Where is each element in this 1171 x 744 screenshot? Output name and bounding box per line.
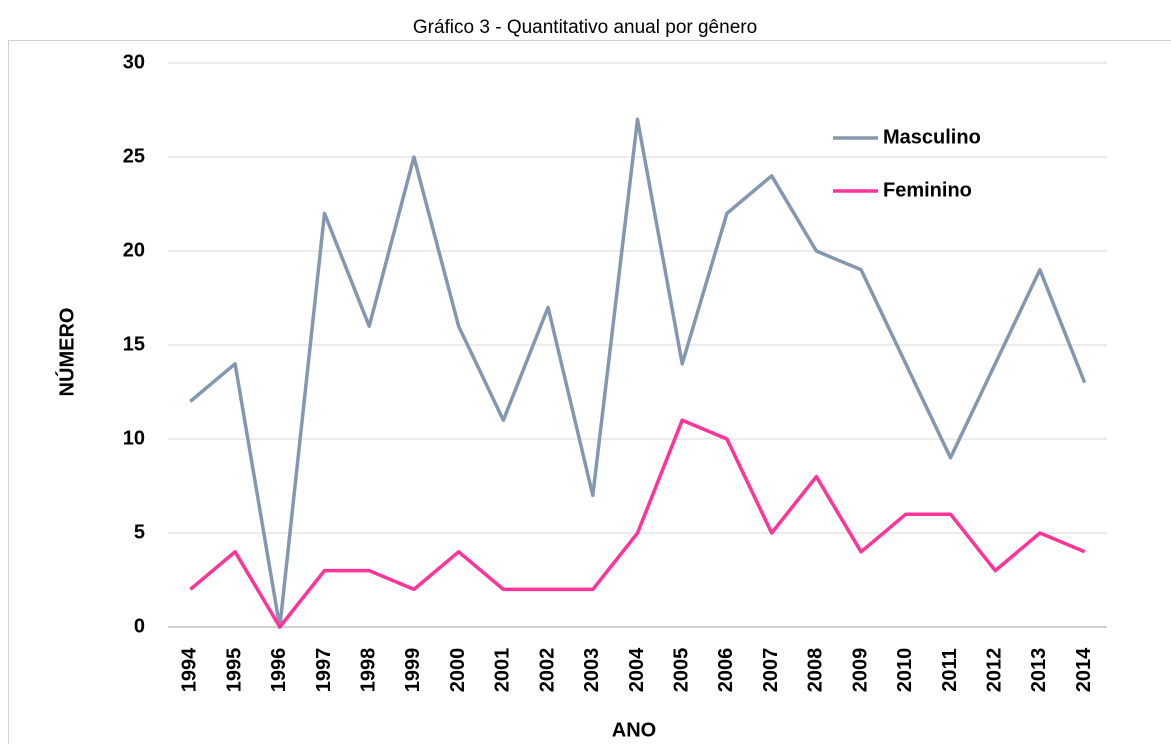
x-tick-label: 2000 bbox=[447, 648, 469, 693]
x-tick-label: 1995 bbox=[223, 648, 245, 693]
x-tick-label: 1997 bbox=[313, 648, 335, 693]
y-axis-label: NÚMERO bbox=[54, 308, 78, 397]
y-tick-label: 10 bbox=[123, 427, 145, 449]
x-tick-label: 1999 bbox=[402, 648, 424, 693]
series-line bbox=[189, 117, 1087, 629]
x-tick-label: 1996 bbox=[268, 648, 290, 693]
x-tick-label: 2007 bbox=[760, 648, 782, 693]
x-tick-label: 2008 bbox=[805, 648, 827, 693]
x-tick-label: 2001 bbox=[492, 648, 514, 693]
chart-frame bbox=[8, 40, 1171, 744]
x-axis-label: ANO bbox=[612, 719, 656, 741]
x-tick-label: 2003 bbox=[581, 648, 603, 693]
x-tick-label: 1998 bbox=[357, 648, 379, 693]
legend-label: Masculino bbox=[883, 126, 981, 148]
x-tick-label: 2010 bbox=[894, 648, 916, 693]
x-tick-label: 2002 bbox=[536, 648, 558, 693]
y-tick-label: 0 bbox=[134, 615, 145, 637]
x-tick-label: 2009 bbox=[849, 648, 871, 693]
series-line bbox=[189, 418, 1086, 629]
y-tick-label: 30 bbox=[123, 51, 145, 73]
x-tick-label: 1994 bbox=[179, 647, 201, 692]
chart-title: Gráfico 3 - Quantitativo anual por gêner… bbox=[413, 17, 757, 38]
x-tick-label: 2005 bbox=[670, 648, 692, 693]
x-tick-label: 2006 bbox=[715, 648, 737, 693]
x-tick-label: 2012 bbox=[983, 648, 1005, 693]
x-tick-label: 2004 bbox=[626, 647, 648, 692]
x-tick-label: 2011 bbox=[939, 648, 961, 691]
y-tick-label: 15 bbox=[123, 333, 145, 355]
y-tick-label: 25 bbox=[123, 145, 145, 167]
y-tick-label: 5 bbox=[134, 521, 145, 543]
x-tick-label: 2013 bbox=[1028, 648, 1050, 693]
y-tick-label: 20 bbox=[123, 239, 145, 261]
legend-label: Feminino bbox=[883, 179, 972, 201]
x-tick-label: 2014 bbox=[1073, 647, 1095, 692]
